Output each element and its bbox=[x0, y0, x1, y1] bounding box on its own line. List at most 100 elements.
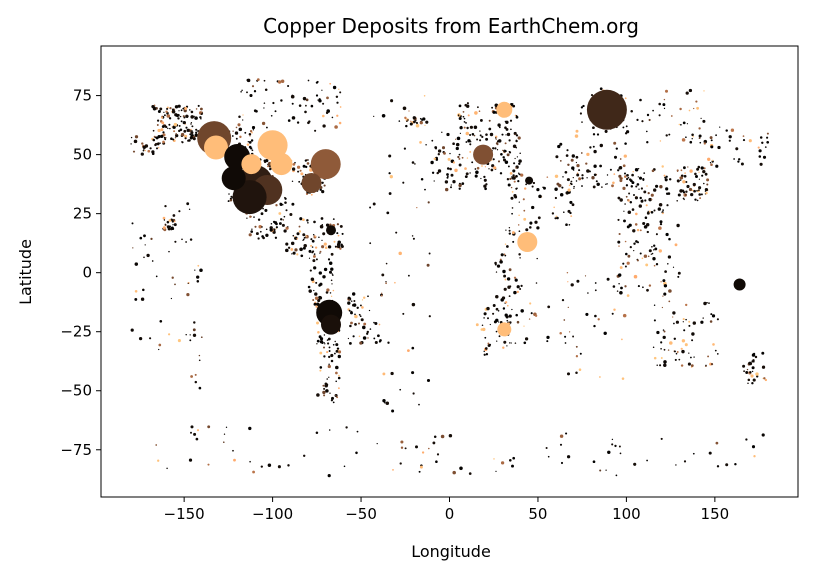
deposit-point bbox=[622, 186, 626, 190]
deposit-point bbox=[764, 378, 768, 382]
deposit-point bbox=[504, 278, 507, 281]
deposit-point bbox=[630, 185, 634, 188]
deposit-point bbox=[411, 235, 414, 237]
deposit-point bbox=[695, 175, 698, 178]
deposit-point bbox=[131, 222, 134, 225]
deposit-point bbox=[579, 112, 582, 115]
deposit-point bbox=[639, 229, 642, 232]
deposit-point bbox=[424, 124, 426, 127]
deposit-point bbox=[381, 273, 385, 277]
deposit-point bbox=[488, 127, 492, 131]
deposit-point bbox=[374, 322, 378, 325]
deposit-point bbox=[532, 181, 536, 185]
deposit-point bbox=[504, 243, 507, 245]
deposit-point bbox=[685, 190, 688, 193]
deposit-point bbox=[749, 371, 752, 374]
deposit-point bbox=[424, 188, 426, 191]
deposit-point bbox=[624, 175, 627, 178]
deposit-point bbox=[350, 300, 353, 302]
deposit-point bbox=[535, 282, 538, 284]
deposit-point bbox=[506, 178, 510, 181]
deposit-point bbox=[761, 141, 764, 144]
deposit-point bbox=[475, 323, 479, 327]
deposit-point bbox=[714, 349, 717, 352]
deposit-point bbox=[653, 209, 656, 212]
deposit-point bbox=[637, 285, 640, 288]
deposit-point bbox=[332, 85, 337, 90]
deposit-point bbox=[456, 136, 461, 141]
deposit-point bbox=[358, 322, 360, 325]
deposit-point bbox=[265, 233, 269, 237]
deposit-point bbox=[683, 193, 687, 197]
deposit-point bbox=[704, 172, 708, 176]
deposit-point bbox=[663, 107, 666, 110]
deposit-point bbox=[305, 104, 307, 107]
deposit-point bbox=[493, 166, 497, 170]
deposit-point bbox=[639, 252, 642, 255]
deposit-point bbox=[514, 133, 516, 136]
deposit-point bbox=[305, 98, 309, 102]
deposit-point bbox=[402, 312, 405, 315]
deposit-point bbox=[660, 281, 662, 283]
deposit-point bbox=[575, 180, 578, 182]
deposit-point bbox=[328, 376, 330, 378]
deposit-point bbox=[361, 306, 364, 309]
deposit-point bbox=[692, 321, 696, 325]
deposit-point bbox=[599, 164, 602, 168]
deposit-point bbox=[518, 173, 521, 176]
deposit-point bbox=[663, 330, 666, 333]
deposit-point bbox=[164, 138, 167, 141]
deposit-point bbox=[511, 308, 513, 311]
deposit-point bbox=[172, 138, 175, 141]
deposit-point bbox=[323, 267, 328, 272]
deposit-point bbox=[323, 387, 326, 390]
deposit-point bbox=[312, 259, 316, 263]
deposit-point bbox=[264, 88, 268, 92]
deposit-point bbox=[251, 131, 253, 134]
deposit-point bbox=[278, 212, 282, 215]
deposit-point bbox=[440, 434, 445, 439]
deposit-point bbox=[483, 317, 485, 319]
deposit-point bbox=[380, 294, 383, 297]
deposit-point bbox=[684, 172, 686, 174]
deposit-point bbox=[668, 289, 672, 293]
deposit-point bbox=[390, 99, 394, 103]
deposit-point bbox=[296, 253, 299, 256]
deposit-point bbox=[165, 136, 167, 139]
deposit-point bbox=[386, 211, 390, 215]
deposit-point bbox=[519, 257, 521, 259]
deposit-point bbox=[238, 127, 243, 132]
deposit-point bbox=[570, 158, 574, 162]
deposit-point bbox=[369, 328, 372, 330]
deposit-point bbox=[399, 388, 402, 391]
deposit-point bbox=[618, 165, 623, 170]
deposit-point bbox=[693, 356, 695, 358]
deposit-point bbox=[632, 229, 636, 233]
deposit-point bbox=[547, 305, 551, 309]
deposit-point bbox=[181, 238, 183, 241]
deposit-point bbox=[249, 129, 253, 133]
deposit-point-large bbox=[321, 314, 341, 335]
deposit-point bbox=[181, 141, 183, 143]
deposit-point bbox=[717, 145, 721, 150]
deposit-point bbox=[167, 333, 171, 336]
deposit-point bbox=[506, 245, 509, 248]
deposit-point bbox=[315, 305, 318, 308]
deposit-point bbox=[194, 133, 198, 137]
deposit-point bbox=[627, 176, 630, 179]
deposit-point bbox=[390, 371, 394, 376]
deposit-point bbox=[242, 119, 244, 121]
deposit-point-large bbox=[525, 176, 534, 185]
deposit-point bbox=[636, 228, 640, 232]
deposit-point bbox=[321, 245, 325, 249]
x-tick-label: −100 bbox=[252, 505, 293, 523]
deposit-point bbox=[367, 337, 369, 339]
deposit-point bbox=[302, 218, 305, 222]
deposit-point bbox=[130, 328, 134, 332]
deposit-point bbox=[502, 269, 506, 274]
points-layer bbox=[130, 78, 770, 478]
deposit-point bbox=[687, 362, 691, 366]
deposit-point bbox=[688, 324, 691, 327]
deposit-point bbox=[321, 181, 324, 185]
deposit-point bbox=[679, 189, 683, 193]
